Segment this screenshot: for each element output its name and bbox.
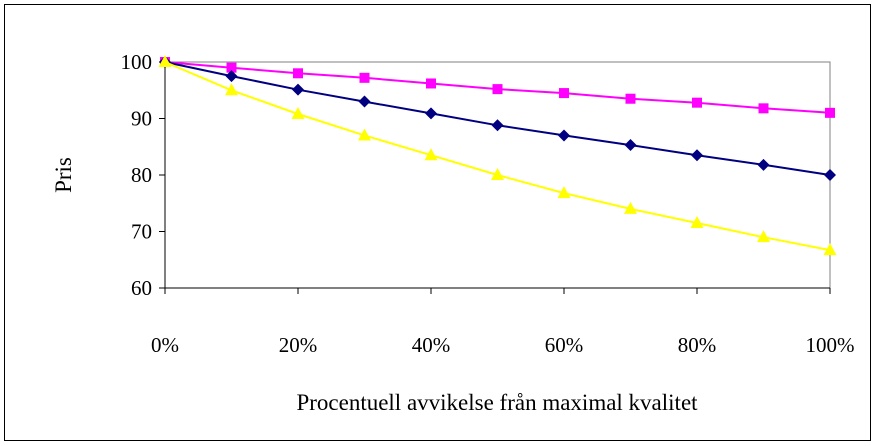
data-point	[358, 95, 371, 108]
data-point	[424, 148, 438, 161]
y-tick-label: 70	[131, 220, 152, 244]
series-square	[160, 57, 835, 118]
y-tick-label: 60	[131, 276, 152, 300]
line-chart: 60 70 80 90 100 0% 20% 40% 60% 80% 100% Procentue…	[51, 50, 855, 415]
data-point	[691, 149, 703, 162]
y-axis-ticks: 60 70 80 90 100	[121, 50, 166, 300]
data-point	[225, 83, 238, 96]
x-tick-label: 20%	[279, 333, 318, 357]
y-axis-title: Pris	[51, 157, 76, 193]
data-point	[226, 62, 237, 73]
data-point	[558, 129, 570, 142]
x-axis-ticks: 0% 20% 40% 60% 80% 100%	[151, 287, 855, 357]
chart-frame: 60 70 80 90 100 0% 20% 40% 60% 80% 100% Procentue…	[4, 4, 871, 441]
data-point	[358, 128, 371, 141]
data-point	[491, 168, 504, 180]
x-axis-title: Procentuell avvikelse från maximal kvali…	[296, 390, 698, 415]
data-point	[625, 93, 636, 104]
data-point	[758, 103, 769, 114]
data-point	[557, 186, 571, 199]
data-point	[559, 88, 569, 99]
data-point	[426, 78, 436, 89]
data-point	[359, 72, 370, 83]
series-triangle	[158, 55, 837, 256]
data-point	[158, 55, 172, 67]
data-point	[292, 83, 304, 96]
series-layer	[158, 55, 837, 256]
data-point	[757, 158, 770, 171]
data-point	[225, 70, 238, 83]
y-tick-label: 90	[131, 107, 152, 131]
data-point	[491, 119, 504, 132]
x-tick-label: 40%	[412, 333, 451, 357]
data-point	[823, 243, 837, 256]
data-point	[824, 169, 836, 181]
y-tick-label: 100	[121, 50, 153, 74]
x-tick-label: 100%	[806, 333, 855, 357]
data-point	[757, 230, 770, 243]
y-tick-label: 80	[131, 163, 152, 187]
data-point	[825, 107, 835, 118]
x-tick-label: 60%	[545, 333, 584, 357]
data-point	[425, 107, 437, 120]
data-point	[293, 68, 303, 79]
data-point	[624, 139, 637, 152]
data-point	[291, 106, 305, 119]
data-point	[692, 97, 702, 108]
data-point	[690, 216, 704, 229]
data-point	[624, 201, 637, 214]
x-tick-label: 0%	[151, 333, 179, 357]
x-tick-label: 80%	[678, 333, 717, 357]
data-point	[492, 84, 503, 95]
